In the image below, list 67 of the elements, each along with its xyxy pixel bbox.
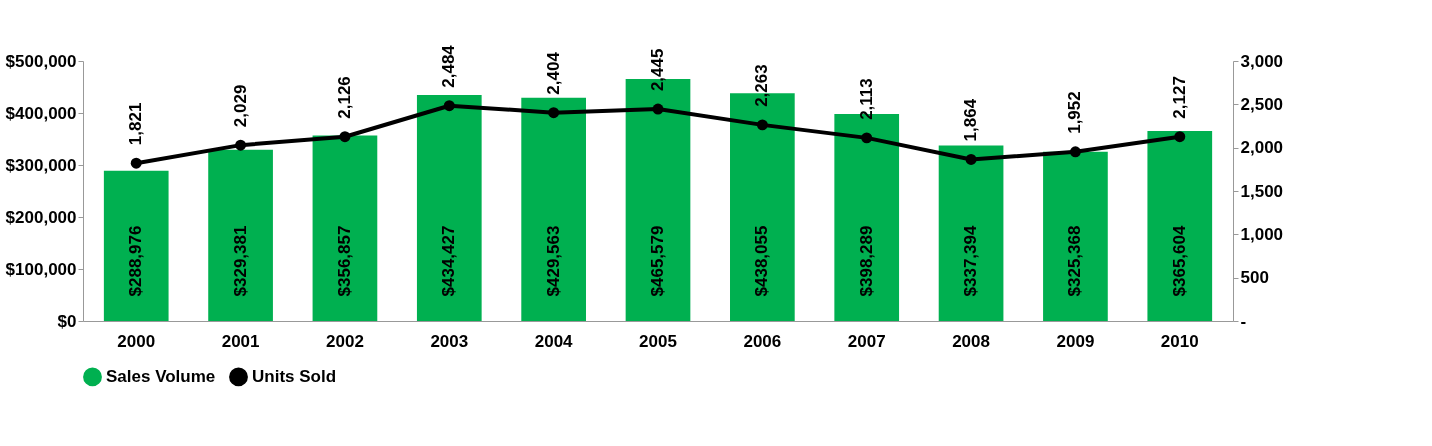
y-tick-label: $300,000 <box>5 155 77 175</box>
y2-tick-label: 2,500 <box>1240 94 1284 114</box>
bar <box>416 95 482 321</box>
y-tick-label: $200,000 <box>5 207 77 227</box>
y2-tick-label: 3,000 <box>1240 51 1284 71</box>
data-label: $356,857 <box>334 225 354 297</box>
data-label: $434,427 <box>439 225 459 297</box>
bar <box>1043 151 1108 321</box>
data-label: $398,289 <box>856 225 876 297</box>
y2-tick-label: - <box>1240 311 1247 331</box>
point <box>548 107 560 119</box>
bar <box>103 170 169 321</box>
data-label: $465,579 <box>648 225 667 297</box>
x-tick-label: 2003 <box>430 331 469 351</box>
data-label: 1,821 <box>126 102 146 146</box>
point <box>339 131 351 143</box>
point <box>652 103 664 115</box>
y2-tick-label: 500 <box>1240 268 1269 288</box>
legend-label: Units Sold <box>252 366 337 386</box>
point <box>235 139 247 151</box>
x-tick-label: 2010 <box>1160 331 1199 351</box>
x-tick-label: 2005 <box>639 331 677 351</box>
data-label: 2,127 <box>1169 76 1189 119</box>
data-label: $438,055 <box>752 225 772 297</box>
bar <box>208 149 273 321</box>
x-tick-label: 2006 <box>743 331 782 351</box>
data-label: 1,952 <box>1065 91 1085 134</box>
point <box>965 153 977 165</box>
legend-label: Sales Volume <box>106 366 216 386</box>
data-label: $365,604 <box>1169 225 1189 297</box>
data-label: 2,029 <box>230 84 250 128</box>
data-label: $325,368 <box>1065 225 1085 297</box>
x-tick-label: 2001 <box>221 331 260 351</box>
bar <box>1147 130 1213 321</box>
point <box>1069 146 1081 158</box>
data-label: $288,976 <box>126 225 146 297</box>
x-tick-label: 2004 <box>534 331 574 351</box>
bar <box>938 145 1004 321</box>
y-tick-label: $500,000 <box>5 51 77 71</box>
y2-tick-label: 2,000 <box>1240 138 1284 158</box>
point <box>861 132 873 144</box>
data-label: 2,263 <box>752 64 772 107</box>
data-label: 2,445 <box>648 48 667 92</box>
data-label: $329,381 <box>230 225 250 297</box>
x-tick-label: 2002 <box>326 331 364 351</box>
y-tick-label: $100,000 <box>5 259 77 279</box>
point <box>756 119 768 131</box>
point <box>443 100 455 112</box>
point <box>130 157 142 169</box>
x-tick-label: 2009 <box>1056 331 1095 351</box>
y2-tick-label: 1,000 <box>1240 224 1284 244</box>
x-tick-label: 2007 <box>847 331 886 351</box>
data-label: 2,404 <box>543 51 563 95</box>
bar <box>521 97 586 321</box>
data-label: 1,864 <box>961 98 981 142</box>
y-tick-label: $0 <box>57 311 77 331</box>
data-label: $337,394 <box>961 225 981 297</box>
data-label: 2,126 <box>334 76 354 119</box>
y2-tick-label: 1,500 <box>1240 181 1284 201</box>
data-label: $429,563 <box>543 225 563 297</box>
y-tick-label: $400,000 <box>5 103 77 123</box>
bar <box>312 135 378 321</box>
x-tick-label: 2008 <box>952 331 990 351</box>
x-tick-label: 2000 <box>117 331 156 351</box>
data-label: 2,484 <box>439 44 459 88</box>
data-label: 2,113 <box>856 78 876 120</box>
point <box>1174 131 1186 143</box>
